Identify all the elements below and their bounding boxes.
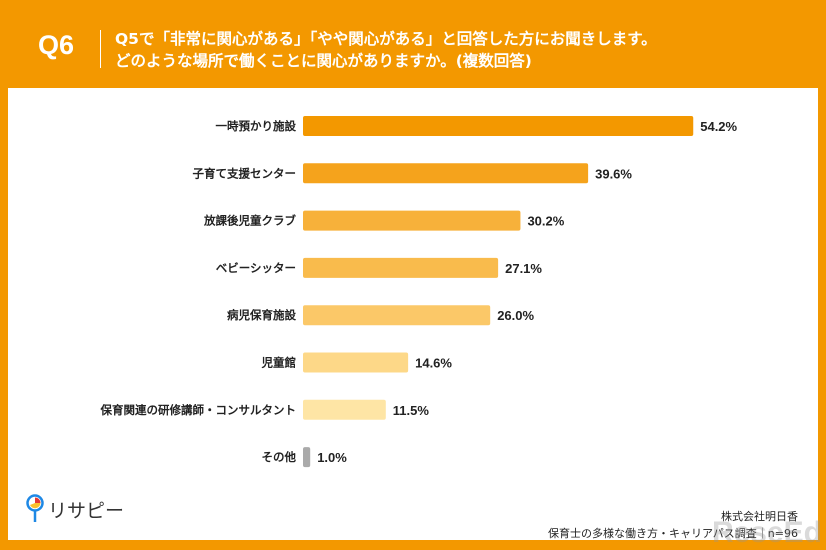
logo: リサピー — [26, 494, 124, 524]
data-label: 14.6% — [415, 356, 452, 371]
data-label: 54.2% — [700, 119, 737, 134]
question-text: Q5で「非常に関心がある」「やや関心がある」と回答した方にお聞きします。 どのよ… — [115, 28, 657, 72]
data-label: 30.2% — [527, 214, 564, 229]
question-line-2: どのような場所で働くことに関心がありますか。(複数回答) — [115, 52, 532, 70]
logo-pin-icon — [26, 494, 44, 522]
bar — [303, 163, 589, 184]
header: Q6 Q5で「非常に関心がある」「やや関心がある」と回答した方にお聞きします。 … — [0, 0, 826, 88]
bar — [303, 210, 521, 231]
bar — [303, 447, 311, 468]
category-label: 一時預かり施設 — [216, 119, 297, 133]
divider — [100, 30, 101, 68]
data-label: 11.5% — [393, 403, 430, 418]
survey-name: 保育士の多様な働き方・キャリアパス調査｜n=96 — [548, 527, 798, 540]
data-label: 39.6% — [595, 166, 632, 181]
category-label: 児童館 — [261, 356, 297, 370]
data-label: 1.0% — [317, 450, 347, 465]
bar — [303, 399, 386, 420]
category-label: 子育て支援センター — [193, 166, 297, 180]
bar — [303, 116, 694, 136]
bar — [303, 257, 499, 278]
bar — [303, 305, 491, 326]
data-label: 27.1% — [505, 261, 542, 276]
category-label: その他 — [262, 450, 297, 464]
category-label: ベビーシッター — [216, 261, 296, 275]
company-name: 株式会社明日香 — [721, 510, 798, 523]
watermark: ReseEd — [711, 516, 822, 549]
category-label: 放課後児童クラブ — [203, 214, 296, 228]
question-number: Q6 — [38, 30, 75, 60]
bar — [303, 352, 409, 373]
category-label: 保育関連の研修講師・コンサルタント — [100, 403, 297, 417]
question-line-1: Q5で「非常に関心がある」「やや関心がある」と回答した方にお聞きします。 — [115, 30, 657, 48]
category-label: 病児保育施設 — [227, 308, 296, 322]
data-label: 26.0% — [497, 308, 534, 323]
logo-text: リサピー — [48, 499, 125, 522]
source: 株式会社明日香 保育士の多様な働き方・キャリアパス調査｜n=96 — [548, 508, 798, 542]
